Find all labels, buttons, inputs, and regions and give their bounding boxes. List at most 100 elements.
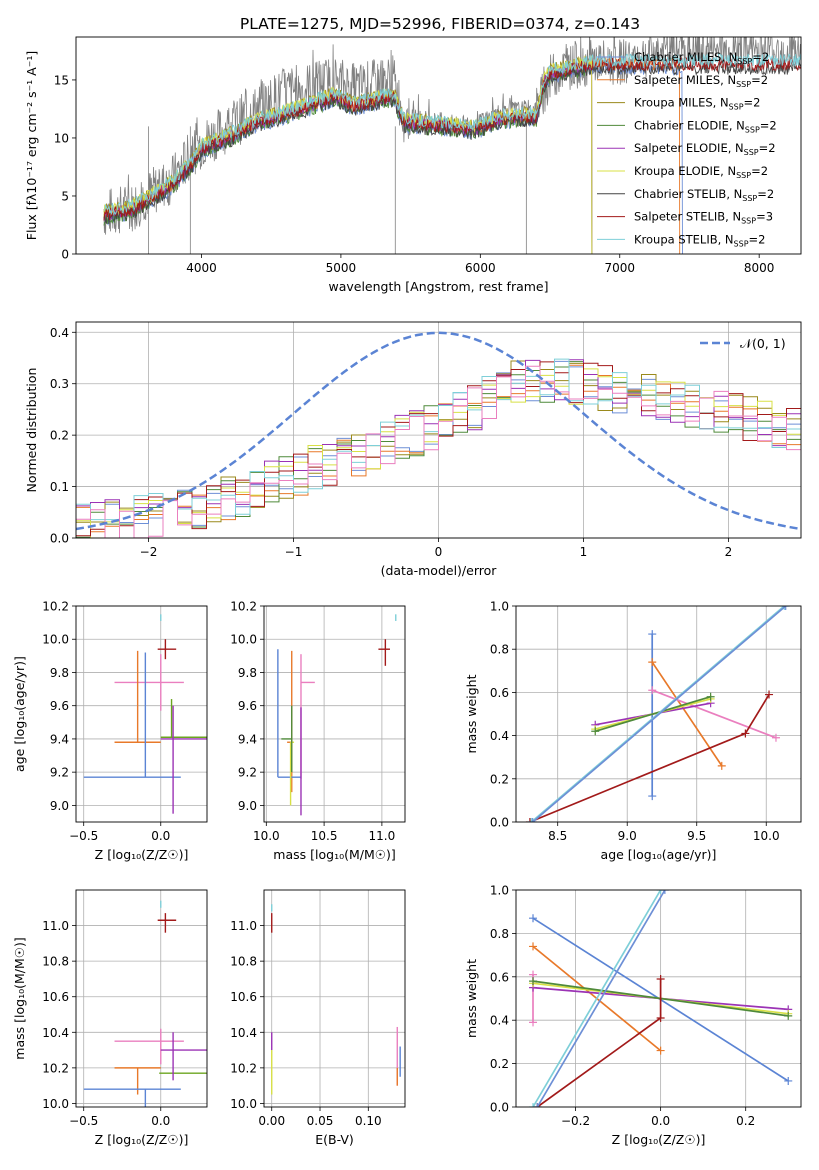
y-tick-label: 10.2 (230, 600, 257, 614)
y-tick-label: 0.4 (490, 729, 509, 743)
plot-area (525, 606, 790, 822)
weight-marker (533, 1103, 542, 1107)
y-tick-label: 0.1 (50, 480, 69, 494)
weight-marker (648, 792, 657, 801)
x-tick-label: 0.0 (651, 1114, 670, 1128)
y-tick-label: 9.4 (50, 732, 69, 746)
y-tick-label: 10.8 (230, 955, 257, 969)
x-tick-label: 1 (580, 545, 588, 559)
weight-series-2 (648, 686, 780, 742)
axes-frame (75, 605, 208, 823)
residual-legend: 𝒩(0, 1) (700, 336, 786, 351)
legend-label-chabrier_elodie: Chabrier ELODIE, NSSP=2 (634, 118, 777, 134)
axes-frame (75, 321, 802, 539)
axes-frame (515, 605, 802, 823)
weight-marker (656, 974, 665, 983)
x-tick-label: −0.2 (561, 1114, 590, 1128)
weight-series-6 (525, 690, 774, 822)
y-tick-label: 9.8 (238, 666, 257, 680)
x-tick-label: 0.00 (258, 1114, 285, 1128)
weight-line (532, 606, 787, 822)
y-tick-label: 10.2 (230, 1061, 257, 1075)
y-tick-label: 9.8 (50, 666, 69, 680)
spectrum-legend: Chabrier MILES, NSSP=2 Salpeter MILES, NS… (597, 50, 777, 248)
y-tick-label: 0.2 (490, 1057, 509, 1071)
legend-label-normal: 𝒩(0, 1) (740, 336, 786, 351)
y-tick-label: 9.6 (50, 699, 69, 713)
x-tick-label: 7000 (604, 261, 635, 275)
panel-mass_vs_ebv: 0.00 0.05 0.10 10.0 10.2 10.4 10.6 10.8 11.0 E(B-… (230, 889, 406, 1147)
x-tick-label: −0.5 (69, 1114, 98, 1128)
data-point-4 (281, 705, 293, 773)
weight-marker (529, 977, 538, 986)
legend-label-kroupa_miles: Kroupa MILES, NSSP=2 (634, 96, 760, 112)
x-tick-label: 0.05 (307, 1114, 334, 1128)
y-tick-label: 0 (61, 248, 69, 262)
data-point-0 (300, 654, 315, 779)
weight-series-5 (591, 692, 715, 736)
y-tick-label: 5 (61, 189, 69, 203)
x-tick-label: 9.5 (687, 829, 706, 843)
legend-label-chabrier_miles: Chabrier MILES, NSSP=2 (634, 50, 769, 66)
model-kroupa_stelib (103, 53, 801, 216)
x-tick-label: 10.0 (253, 829, 280, 843)
y-tick-label: 10 (54, 131, 69, 145)
x-tick-label: 0.2 (736, 1114, 755, 1128)
weight-marker (784, 1076, 793, 1085)
weight-marker (765, 690, 774, 699)
weight-marker (656, 1046, 665, 1055)
y-tick-label: 1.0 (490, 884, 509, 898)
axes-frame (75, 889, 208, 1108)
panel-spectrum: 4000 5000 6000 7000 8000 0 5 10 15 wavelength [An… (24, 36, 802, 294)
y-tick-label: 0.2 (490, 772, 509, 786)
data-point-1 (114, 1067, 161, 1095)
weight-line (530, 606, 785, 822)
y-tick-label: 10.0 (230, 1097, 257, 1111)
weight-marker (648, 658, 657, 667)
plot-area (83, 614, 207, 814)
y-tick-label: 10.0 (230, 633, 257, 647)
weight-marker (784, 1011, 793, 1020)
axes-frame (75, 36, 802, 255)
y-tick-label: 0.8 (490, 643, 509, 657)
y-tick-label: 10.8 (42, 955, 69, 969)
weight-line (536, 890, 666, 1107)
residual-histogram-salpeter_miles (76, 364, 801, 538)
model-salpeter_elodie (103, 60, 593, 254)
data-point-2 (83, 1088, 181, 1107)
weight-marker (529, 914, 538, 923)
x-axis-label: Z [log₁₀(Z/Z☉)] (95, 847, 189, 862)
weight-marker (706, 692, 715, 701)
figure-title: PLATE=1275, MJD=52996, FIBERID=0374, z=0… (240, 15, 640, 33)
y-tick-label: 11.0 (230, 919, 257, 933)
x-axis-label: Z [log₁₀(Z/Z☉)] (612, 1132, 706, 1147)
x-tick-label: −0.5 (69, 829, 98, 843)
x-tick-label: 6000 (465, 261, 496, 275)
data-point-1 (114, 650, 161, 743)
weight-marker (648, 686, 657, 695)
x-tick-label: 10.5 (311, 829, 338, 843)
y-tick-label: 15 (54, 73, 69, 87)
x-tick-label: 0 (435, 545, 443, 559)
panel-age_vs_z: −0.5 0.0 9.0 9.2 9.4 9.6 9.8 10.0 10.2 Z [log₁₀(Z… (12, 600, 208, 862)
x-tick-label: 0.0 (151, 1114, 170, 1128)
legend-label-kroupa_elodie: Kroupa ELODIE, NSSP=2 (634, 164, 768, 180)
weight-line (529, 694, 770, 822)
plot-area (76, 331, 801, 538)
panel-age_vs_mass: 10.0 10.5 11.0 9.0 9.2 9.4 9.6 9.8 10.0 10.2 mass … (230, 600, 406, 862)
weight-marker (660, 890, 669, 894)
y-tick-label: 0.4 (50, 326, 69, 340)
panel-residuals: −2 −1 0 1 2 0.0 0.1 0.2 0.3 0.4 (data-model)/error… (24, 321, 802, 578)
y-tick-label: 10.4 (230, 1026, 257, 1040)
y-tick-label: 0.6 (490, 686, 509, 700)
x-axis-label: wavelength [Angstrom, rest frame] (328, 279, 548, 294)
legend-label-kroupa_stelib: Kroupa STELIB, NSSP=2 (634, 232, 765, 248)
weight-marker (527, 818, 536, 822)
y-tick-label: 10.6 (42, 990, 69, 1004)
weight-series-7 (529, 890, 665, 1107)
x-axis-label: age [log₁₀(age/yr)] (601, 847, 717, 862)
y-tick-label: 11.0 (42, 919, 69, 933)
weight-line (651, 689, 777, 739)
x-tick-label: −1 (285, 545, 303, 559)
